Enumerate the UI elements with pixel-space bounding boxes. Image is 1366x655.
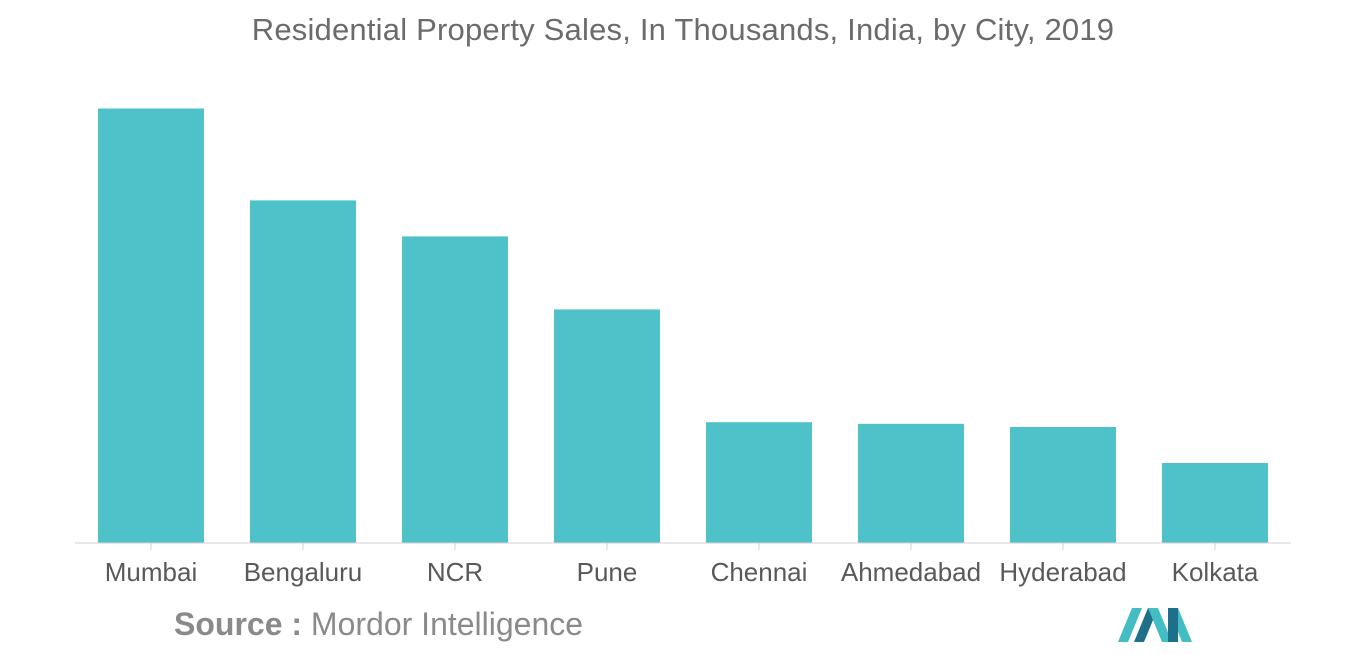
bar-hyderabad — [1010, 427, 1116, 543]
mordor-logo-icon — [1118, 608, 1192, 642]
x-tick-label-ncr: NCR — [427, 557, 483, 587]
source-value: Mordor Intelligence — [310, 606, 584, 642]
x-ticks-group — [150, 543, 1216, 550]
x-tick-label-chennai: Chennai — [711, 557, 808, 587]
source-note: Source : Mordor Intelligence — [174, 606, 583, 643]
x-tick-label-bengaluru: Bengaluru — [244, 557, 363, 587]
x-tick-label-hyderabad: Hyderabad — [999, 557, 1126, 587]
logo-shape-left — [1118, 608, 1142, 642]
bar-chennai — [706, 422, 812, 543]
x-tick-label-ahmedabad: Ahmedabad — [841, 557, 981, 587]
logo-shape-right-light — [1178, 608, 1192, 642]
x-tick-labels-group: Mumbai Bengaluru NCR Pune Chennai Ahmedabad Hy… — [105, 557, 1259, 587]
x-tick-label-mumbai: Mumbai — [105, 557, 197, 587]
bar-pune — [554, 309, 660, 543]
bars-group — [98, 108, 1268, 543]
bar-bengaluru — [250, 200, 356, 543]
x-tick-label-kolkata: Kolkata — [1172, 557, 1259, 587]
bar-ncr — [402, 236, 508, 543]
logo-shape-right-dark — [1168, 608, 1178, 642]
x-tick-label-pune: Pune — [577, 557, 638, 587]
bar-kolkata — [1162, 463, 1268, 543]
bar-chart: Mumbai Bengaluru NCR Pune Chennai Ahmedabad Hy… — [75, 108, 1291, 587]
bar-mumbai — [98, 108, 204, 543]
source-label: Source : — [174, 606, 303, 642]
bar-ahmedabad — [858, 423, 964, 543]
logo-shape-mid-light — [1148, 608, 1172, 642]
chart-title: Residential Property Sales, In Thousands… — [251, 12, 1115, 47]
